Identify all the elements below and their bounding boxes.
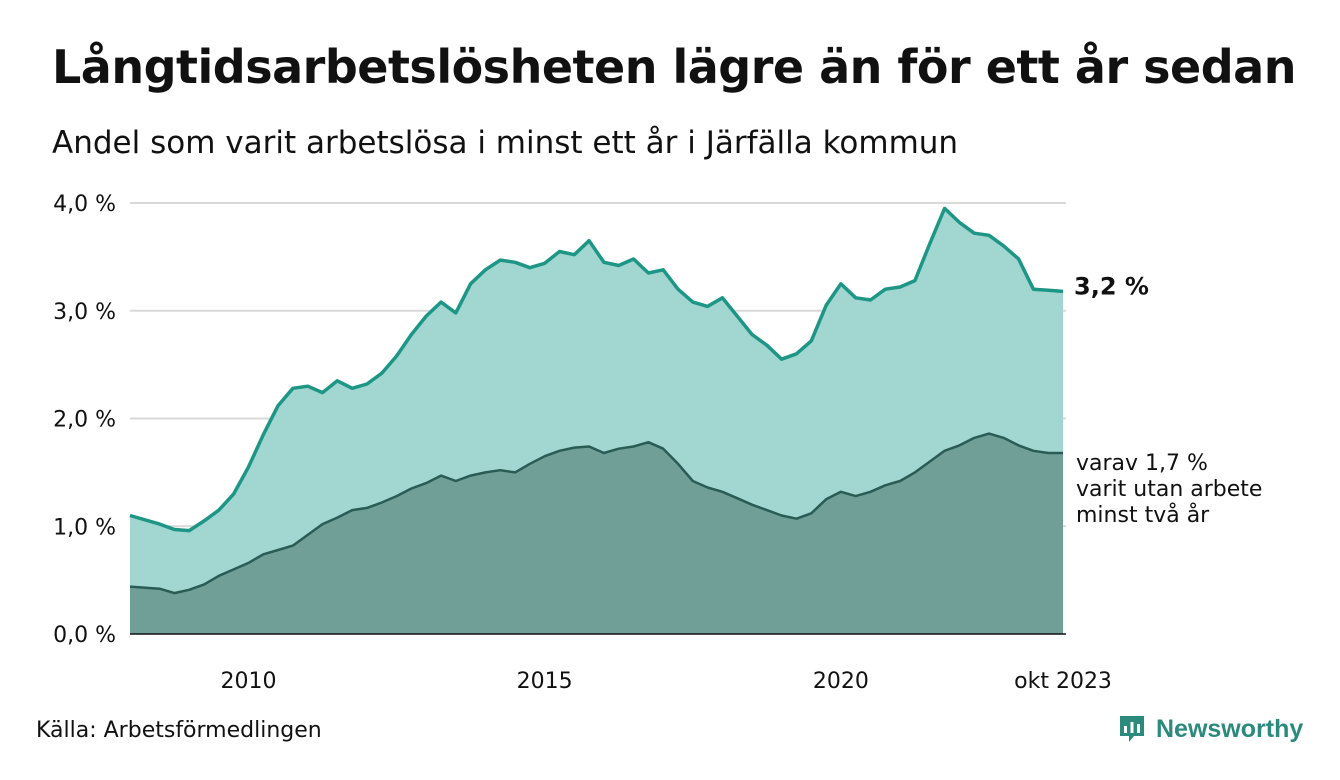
series-two-year-line [129,432,1063,595]
x-tick-label-1: 2015 [517,669,573,694]
bar-chart-logo-icon [1120,716,1144,742]
y-axis-ticks: 0,0 % 1,0 % 2,0 % 3,0 % 4,0 % [53,192,116,648]
end-label-total: 3,2 % [1074,272,1149,300]
y-tick-label-2: 2,0 % [53,408,116,433]
end-label-two-year-line-0: varav 1,7 % [1076,451,1208,476]
x-tick-label-3: okt 2023 [1014,669,1112,694]
x-axis-ticks: 2010 2015 2020 okt 2023 [220,669,1111,694]
chart-subtitle: Andel som varit arbetslösa i minst ett å… [52,125,959,161]
y-tick-label-4: 4,0 % [53,192,116,217]
y-tick-label-3: 3,0 % [53,300,116,325]
y-tick-label-0: 0,0 % [53,623,116,648]
newsworthy-logo: Newsworthy [1118,714,1303,744]
source-note: Källa: Arbetsförmedlingen [36,718,322,743]
x-tick-label-2: 2020 [813,669,869,694]
series-total-line [129,206,1064,533]
end-label-two-year: varav 1,7 % varit utan arbete minst två år [1076,451,1262,528]
x-tick-label-0: 2010 [220,669,276,694]
y-tick-label-1: 1,0 % [53,515,116,540]
brand-name: Newsworthy [1156,714,1304,743]
end-label-two-year-line-2: minst två år [1076,502,1210,528]
end-label-two-year-line-1: varit utan arbete [1076,477,1262,502]
chart-title: Långtidsarbetslösheten lägre än för ett … [52,40,1296,94]
series-two-year-area [130,433,1063,634]
